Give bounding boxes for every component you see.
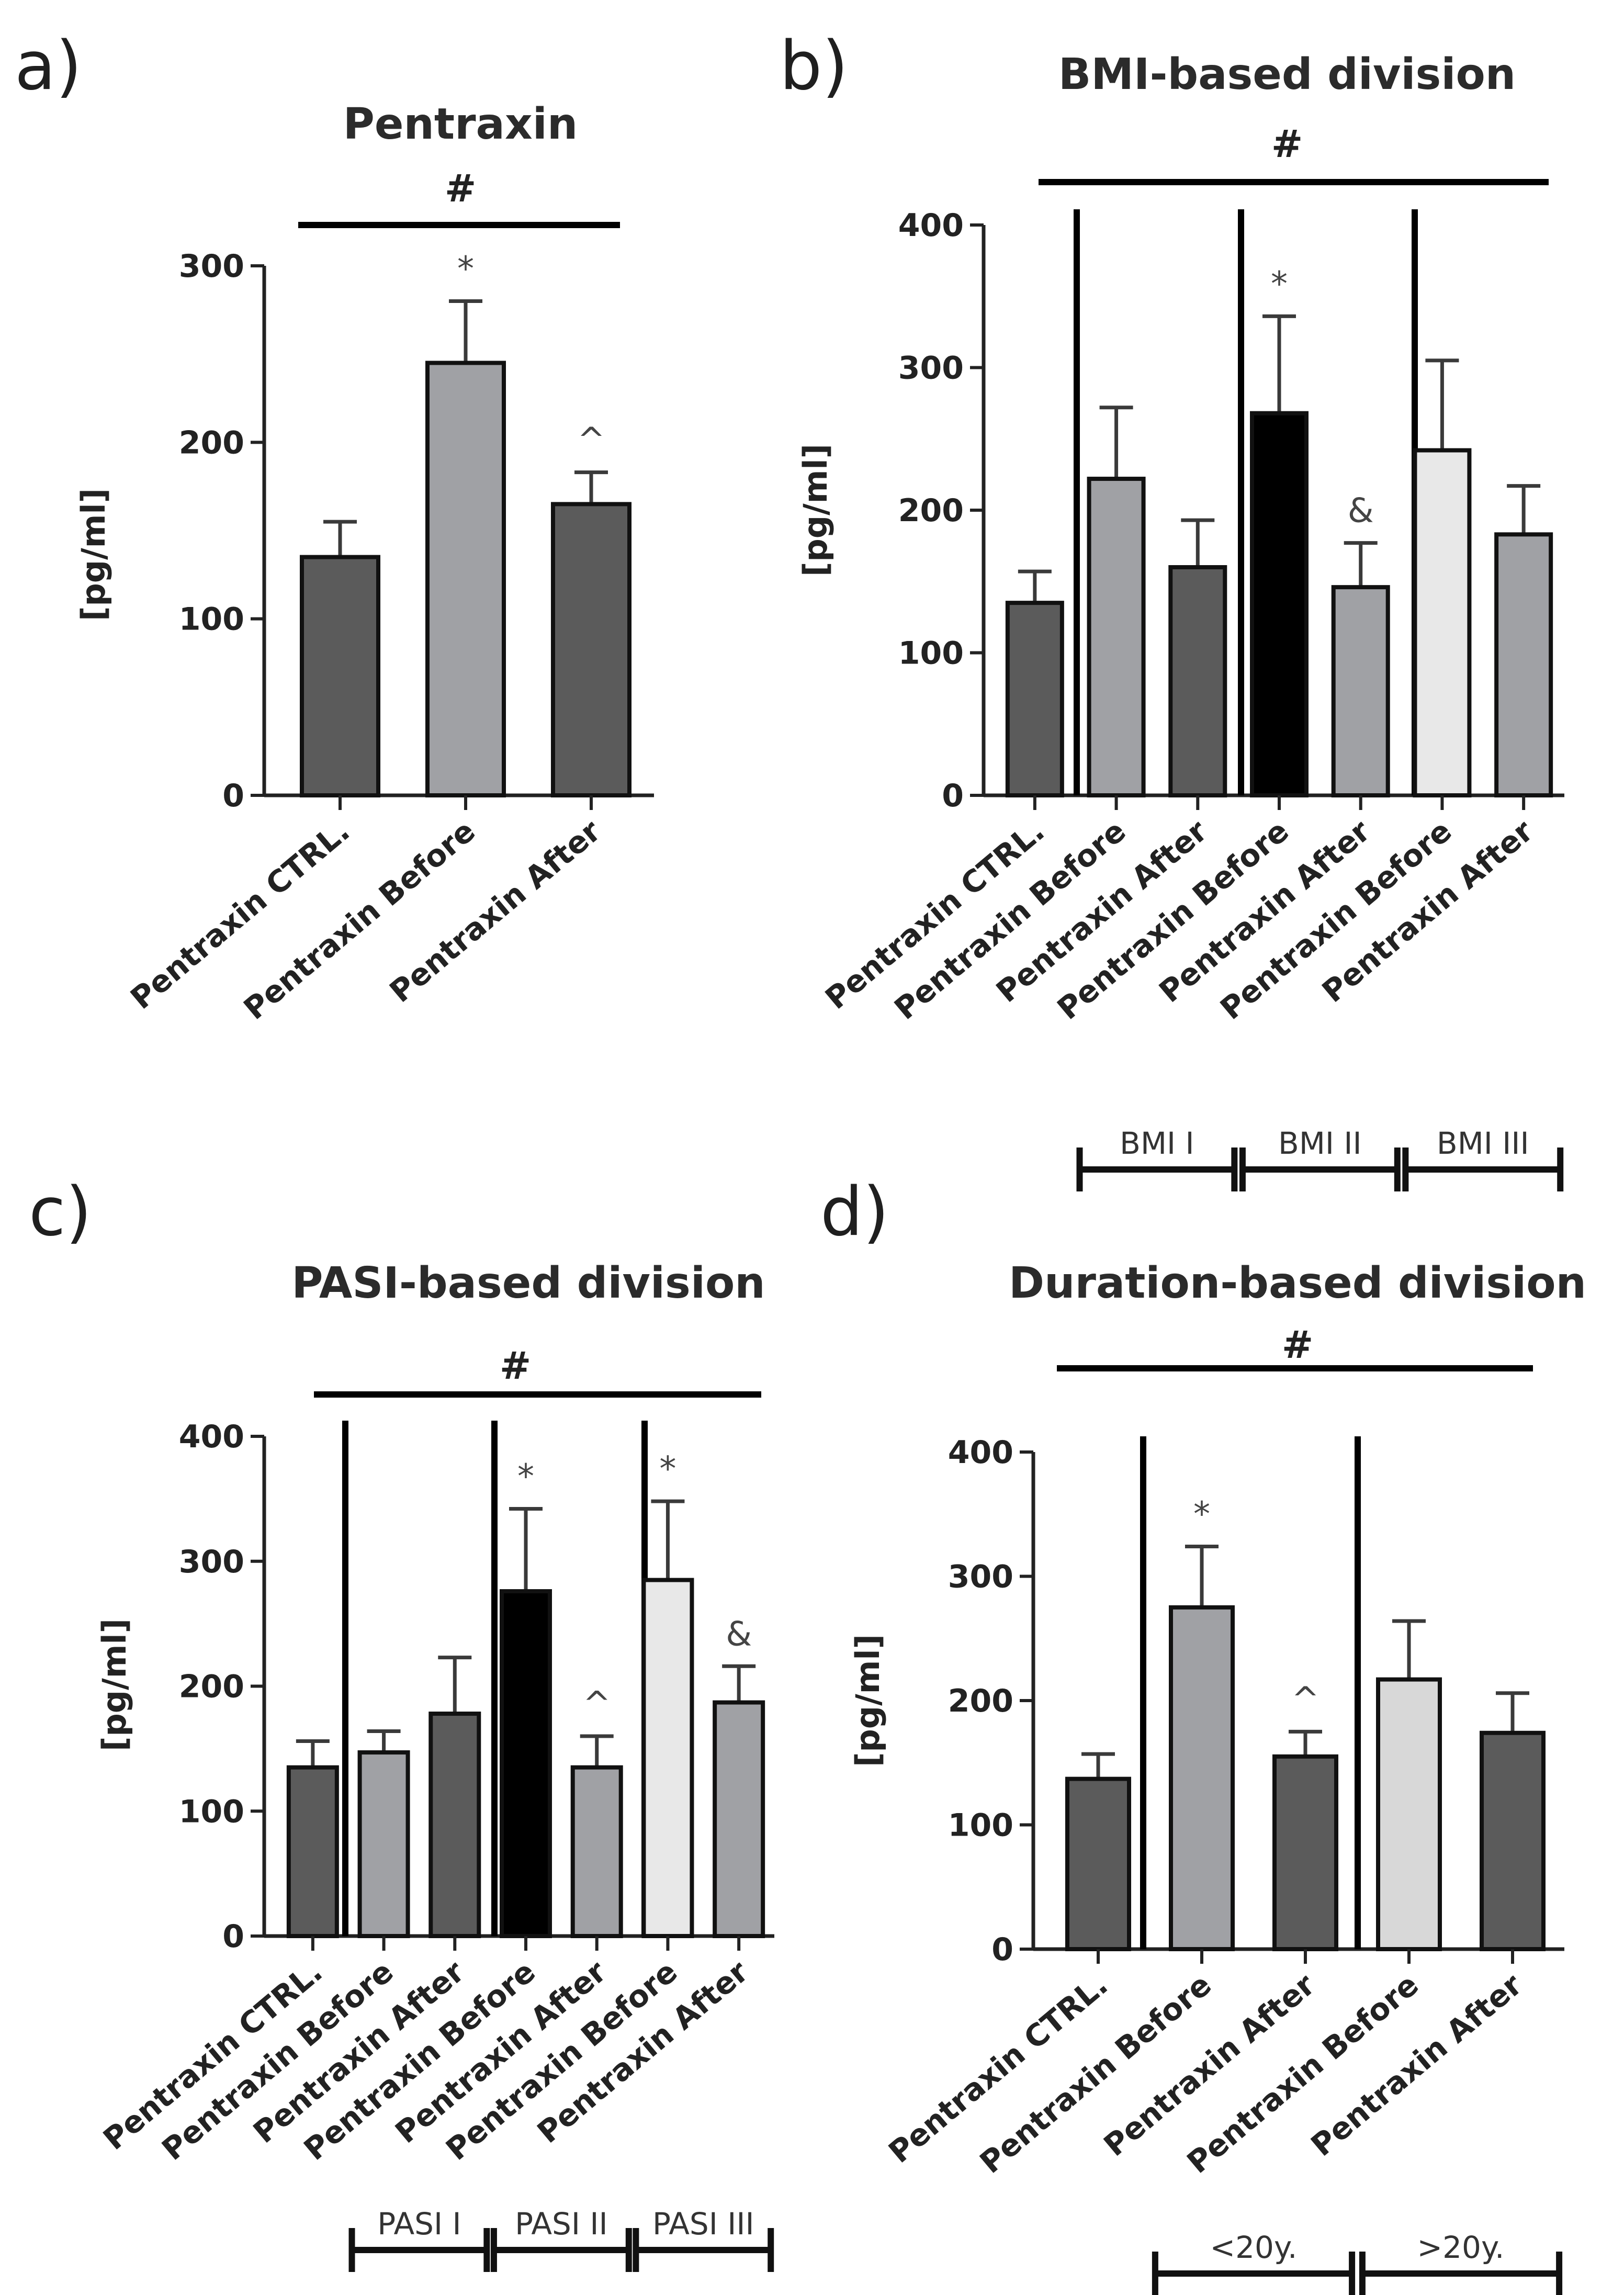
- bar: [1494, 532, 1553, 797]
- panel-letter: c): [29, 1173, 92, 1251]
- bar: [1331, 585, 1390, 798]
- bar: [1480, 1730, 1546, 1951]
- bar-annotation: *: [517, 1457, 534, 1496]
- bar: [1272, 1754, 1338, 1951]
- y-tick-label: 200: [179, 424, 244, 461]
- bar: [425, 361, 506, 797]
- y-axis-label: [pg/ml]: [849, 1634, 887, 1767]
- y-tick-label: 300: [179, 1544, 244, 1580]
- bar: [1065, 1776, 1131, 1951]
- bar: [286, 1765, 339, 1938]
- y-tick-label: 200: [898, 492, 964, 529]
- panel-d: d) Duration-based division #0 100 200 300 400 […: [820, 1173, 1586, 2295]
- panel-a: a) Pentraxin #0 100 200 300 [pg/ml] Pentraxin C…: [15, 27, 654, 1027]
- y-tick-label: 400: [948, 1434, 1013, 1471]
- group-label: PASI III: [652, 2206, 754, 2242]
- bar: [500, 1589, 552, 1939]
- bar: [1168, 565, 1227, 797]
- bar: [1087, 477, 1146, 797]
- y-tick-label: 300: [948, 1559, 1013, 1595]
- bar: [1376, 1677, 1442, 1951]
- bar: [1413, 448, 1472, 797]
- panel-letter: b): [780, 27, 848, 105]
- group-label: >20y.: [1417, 2230, 1505, 2265]
- group-label: <20y.: [1210, 2230, 1298, 2265]
- category-label: Pentraxin After: [383, 813, 607, 1009]
- panel-letter: d): [820, 1173, 889, 1251]
- group-label: BMI I: [1120, 1126, 1194, 1161]
- y-tick-label: 400: [179, 1419, 244, 1455]
- bar-annotation: &: [1348, 492, 1374, 531]
- panel-letter: a): [15, 27, 82, 105]
- bar: [551, 502, 631, 797]
- bar: [300, 555, 380, 797]
- y-tick-label: 0: [222, 1918, 244, 1955]
- significance-hash: #: [500, 1344, 531, 1388]
- panel-c: c) PASI-based division #0 100 200 300 400 [pg/m…: [29, 1173, 774, 2272]
- group-label: BMI III: [1437, 1126, 1529, 1161]
- chart-title: Duration-based division: [1009, 1258, 1586, 1308]
- chart-title: Pentraxin: [343, 99, 578, 149]
- bar: [428, 1712, 481, 1938]
- y-tick-label: 300: [898, 350, 964, 387]
- bar-annotation: *: [1271, 265, 1288, 303]
- y-tick-label: 100: [179, 601, 244, 638]
- y-tick-label: 0: [991, 1931, 1013, 1968]
- bar: [357, 1750, 410, 1939]
- significance-hash: #: [445, 166, 476, 210]
- y-axis-label: [pg/ml]: [95, 1618, 133, 1751]
- panel-b: b) BMI-based division #0 100 200 300 400 [pg/ml…: [780, 27, 1564, 1191]
- y-tick-label: 100: [948, 1807, 1013, 1844]
- group-label: BMI II: [1278, 1126, 1362, 1161]
- bar: [1169, 1605, 1235, 1951]
- significance-hash: #: [1271, 122, 1303, 166]
- chart-title: BMI-based division: [1058, 50, 1516, 99]
- bar-annotation: ^: [577, 421, 605, 460]
- category-label: Pentraxin CTRL.: [124, 813, 356, 1016]
- group-label: PASI I: [377, 2206, 461, 2242]
- bar-annotation: &: [726, 1615, 752, 1653]
- chart-title: PASI-based division: [291, 1258, 765, 1308]
- bar-annotation: ^: [1291, 1680, 1320, 1719]
- y-tick-label: 400: [898, 207, 964, 244]
- bar-annotation: *: [1193, 1495, 1210, 1534]
- bar: [570, 1765, 623, 1938]
- y-tick-label: 300: [179, 248, 244, 285]
- bar-annotation: ^: [583, 1685, 611, 1724]
- bar: [1005, 601, 1064, 797]
- y-axis-label: [pg/ml]: [796, 444, 834, 577]
- y-tick-label: 0: [942, 778, 964, 814]
- y-tick-label: 100: [179, 1793, 244, 1830]
- bar: [713, 1700, 765, 1939]
- significance-hash: #: [1282, 1323, 1313, 1367]
- bar: [1250, 411, 1309, 797]
- y-tick-label: 0: [222, 778, 244, 814]
- bar: [641, 1578, 694, 1938]
- y-tick-label: 200: [179, 1669, 244, 1705]
- group-label: PASI II: [515, 2206, 608, 2242]
- category-label: Pentraxin Before: [237, 813, 482, 1027]
- y-tick-label: 100: [898, 635, 964, 672]
- y-tick-label: 200: [948, 1683, 1013, 1719]
- y-axis-label: [pg/ml]: [74, 488, 112, 621]
- bar-annotation: *: [457, 250, 474, 288]
- bar-annotation: *: [659, 1450, 676, 1489]
